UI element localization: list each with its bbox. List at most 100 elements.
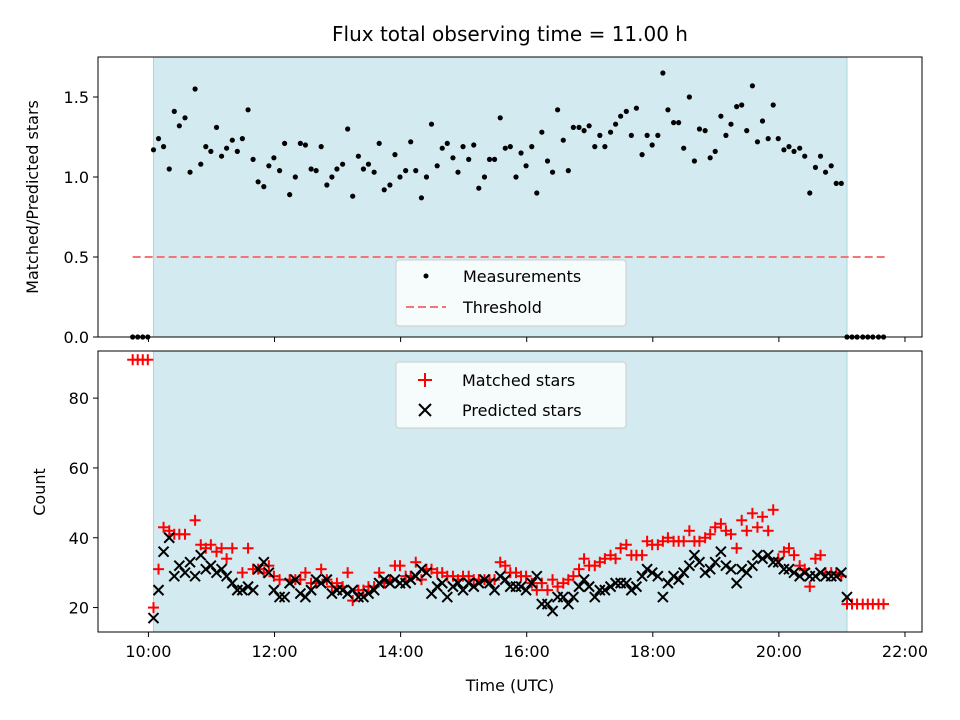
measurement-point [434,163,440,169]
measurement-point [261,184,267,190]
matched-star-point [731,542,743,554]
top-axes-frame [97,56,923,338]
measurement-point [481,174,488,180]
predicted-star-point [447,580,459,593]
predicted-star-point [415,563,428,575]
measurement-point [712,148,718,154]
predicted-star-point [783,563,795,575]
measurement-point [723,132,729,138]
measurement-point [507,144,513,150]
measurement-point [786,144,792,150]
predicted-star-point [720,559,732,572]
predicted-star-point [373,577,385,589]
measurement-point [665,107,671,113]
predicted-star-point [420,566,433,579]
measurement-point [150,147,157,153]
y-tick-label: 60 [69,459,89,478]
measurement-point [702,128,708,134]
predicted-stars-points [147,532,853,624]
measurement-point [655,132,661,138]
measurement-point [523,163,529,169]
predicted-star-point [258,556,270,568]
matched-star-point [347,595,359,607]
measurement-point [439,145,445,151]
predicted-star-point [693,556,706,568]
predicted-star-point [625,584,638,596]
measurement-point [229,137,235,143]
matched-star-point [342,567,354,579]
measurement-point [765,136,771,142]
measurement-point [539,129,545,135]
bottom-x-ticks: 10:00 12:00 14:00 16:00 18:00 20:00 22:00 [125,632,928,661]
measurement-point [376,140,382,146]
measurement-point [350,193,356,199]
predicted-star-point [147,612,160,624]
matched-star-point [520,570,532,582]
measurement-point [812,164,819,170]
predicted-star-point [242,580,254,593]
measurement-point [754,139,761,145]
measurement-point [607,129,614,135]
predicted-star-point [594,584,606,596]
measurement-point [155,136,162,142]
predicted-star-point [468,580,480,593]
predicted-star-point [247,584,259,596]
predicted-star-point [604,580,617,593]
x-tick-label: 10:00 [125,642,171,661]
predicted-star-point [667,570,680,582]
y-tick-label: 0.0 [64,328,89,347]
predicted-star-point [609,577,622,589]
measurement-point [592,144,598,150]
predicted-star-point [357,591,370,603]
measurement-point [176,123,182,129]
measurement-point [623,108,629,114]
top-panel: 0.0 0.5 1.0 1.5 Matched/Predicted stars Mea… [23,56,923,347]
x-tick-label: 18:00 [630,642,676,661]
measurement-point [671,120,677,126]
legend-threshold-label: Threshold [462,298,542,317]
measurement-point [387,182,393,188]
legend-matched-label: Matched stars [462,371,575,390]
predicted-star-point [767,556,779,568]
matched-star-point [268,570,280,582]
measurement-point [576,124,582,130]
measurement-point [308,166,314,172]
predicted-star-point [725,563,737,575]
matched-star-point [394,560,406,572]
measurement-point [502,145,508,151]
predicted-star-point [578,573,590,586]
matched-star-point [751,521,763,533]
measurement-point [450,155,456,161]
measurement-point [460,144,466,150]
predicted-star-point [389,573,401,586]
predicted-star-point [362,587,375,600]
matched-star-point [236,567,248,579]
matched-star-point [189,514,201,526]
matched-star-point [715,518,727,530]
measurement-point [239,136,245,142]
measurement-point [187,169,193,175]
y-tick-label: 40 [69,529,89,548]
predicted-star-point [226,577,238,589]
measurement-point [302,142,309,148]
predicted-star-point [793,570,806,582]
matched-star-point [741,525,753,537]
predicted-star-point [215,563,228,575]
measurement-point [292,174,298,180]
measurement-point [282,140,288,146]
predicted-star-point [620,577,633,589]
measurement-point [371,169,377,175]
measurement-point [466,156,472,162]
measurement-point [618,113,624,119]
predicted-star-point [179,566,191,579]
predicted-star-point [152,584,165,596]
matched-star-point [746,507,758,519]
matched-star-point [756,511,768,523]
predicted-star-point [688,549,701,561]
measurement-point [224,145,230,151]
predicted-star-point [184,556,196,568]
matched-stars-points [127,354,890,614]
measurement-point [628,132,634,138]
predicted-star-point [746,559,759,572]
measurement-point [560,137,566,143]
